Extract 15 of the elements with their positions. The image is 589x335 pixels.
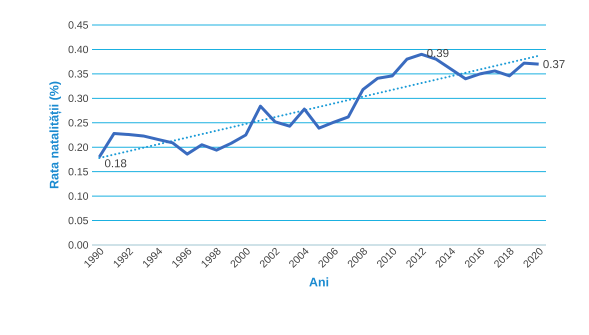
data-label: 0.37 — [543, 60, 565, 68]
y-tick-label: 0.40 — [68, 46, 88, 54]
y-tick-label: 0.10 — [68, 192, 88, 200]
y-tick-label: 0.45 — [68, 21, 88, 29]
data-label: 0.18 — [104, 159, 126, 168]
y-tick-label: 0.35 — [68, 70, 88, 78]
y-tick-label: 0.05 — [68, 216, 88, 224]
y-tick-label: 0.20 — [68, 144, 88, 151]
x-axis-title: Ani — [309, 277, 328, 286]
data-label: 0.39 — [427, 49, 448, 58]
y-axis-title: Rata natalității (%) — [49, 82, 62, 188]
y-tick-label: 0.30 — [68, 94, 88, 102]
y-tick-label: 0.15 — [68, 168, 88, 176]
y-tick-label: 0.00 — [68, 241, 88, 249]
y-tick-label: 0.25 — [68, 119, 88, 126]
